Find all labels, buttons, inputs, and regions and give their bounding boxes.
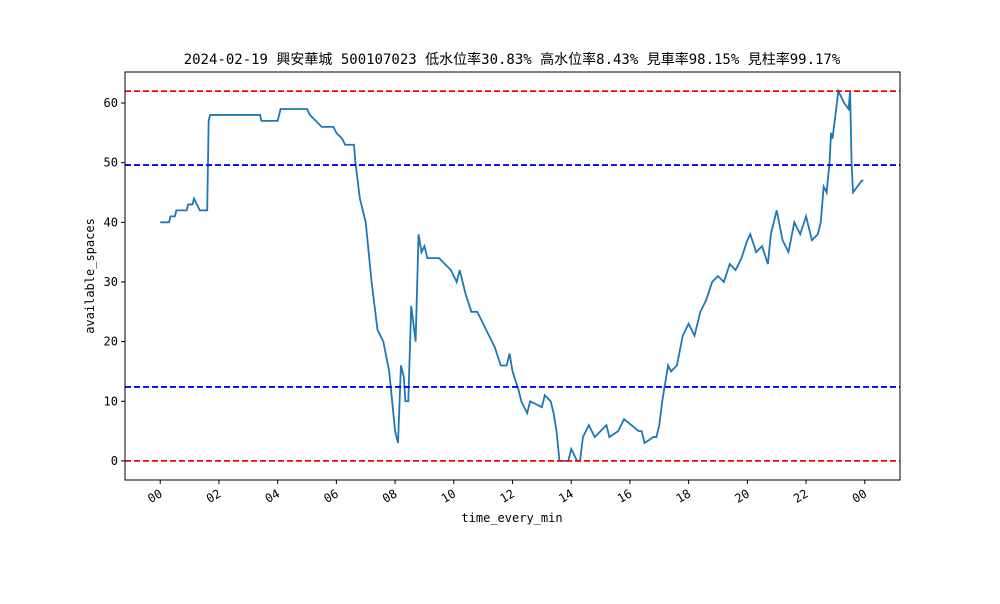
x-tick-label: 08 [380, 486, 400, 505]
y-tick-label: 10 [104, 394, 118, 408]
x-tick-label: 04 [263, 486, 283, 505]
y-tick-label: 40 [104, 215, 118, 229]
y-tick-label: 60 [104, 96, 118, 110]
y-tick-label: 30 [104, 275, 118, 289]
x-tick-label: 14 [556, 486, 576, 505]
x-tick-label: 00 [850, 486, 870, 505]
x-axis-label: time_every_min [461, 511, 562, 525]
x-tick-label: 10 [439, 486, 459, 505]
x-tick-label: 12 [497, 486, 517, 505]
y-tick-label: 0 [111, 454, 118, 468]
x-tick-label: 18 [674, 486, 694, 505]
x-tick-label: 22 [791, 486, 811, 505]
plot-frame [124, 71, 901, 481]
y-axis-label: available_spaces [83, 218, 97, 334]
y-tick-label: 50 [104, 156, 118, 170]
chart-title: 2024-02-19 興安華城 500107023 低水位率30.83% 高水位… [184, 51, 841, 68]
x-tick-label: 02 [204, 486, 224, 505]
x-tick-label: 20 [732, 486, 752, 505]
x-tick-label: 16 [615, 486, 635, 505]
data-line [160, 87, 864, 462]
x-tick-label: 00 [145, 486, 165, 505]
y-tick-label: 20 [104, 335, 118, 349]
x-tick-label: 06 [321, 486, 341, 505]
